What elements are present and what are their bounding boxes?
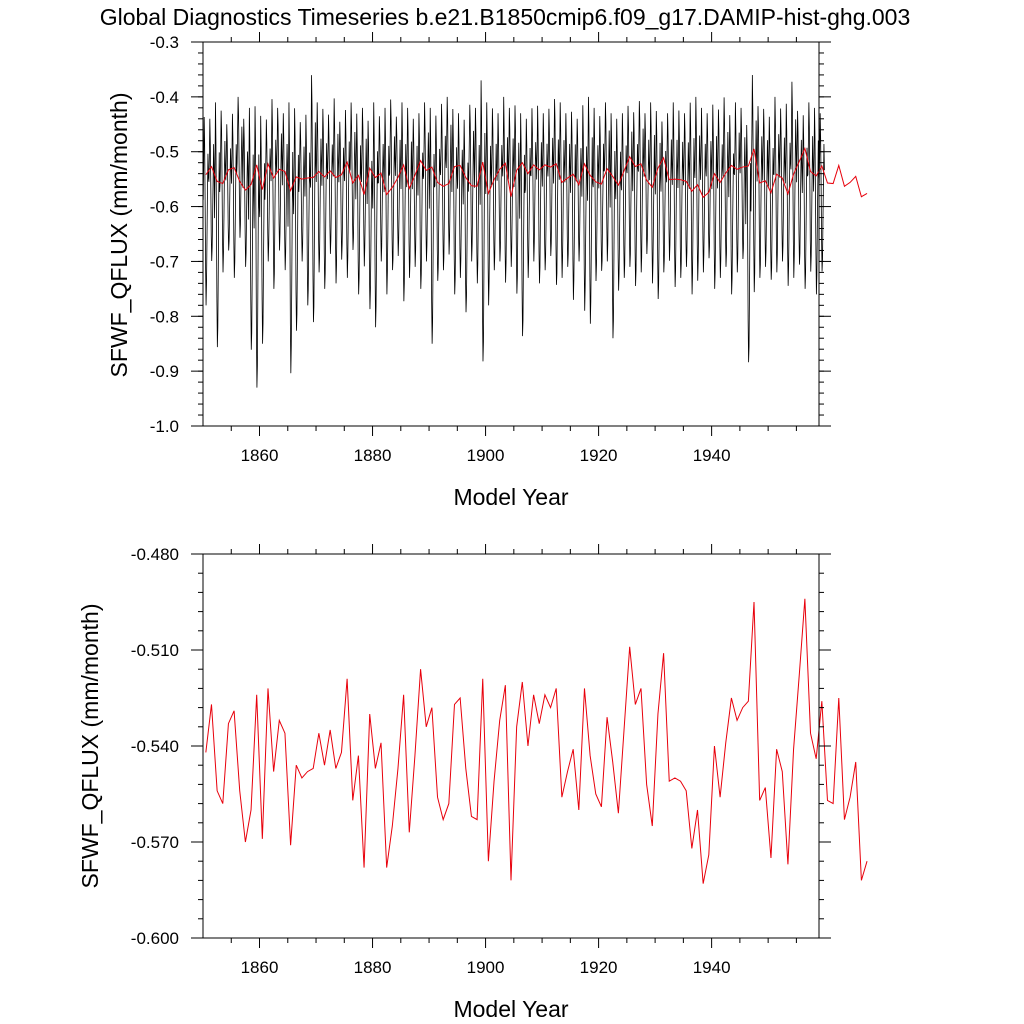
- monthly-series-line: [202, 74, 825, 388]
- x-axis-label: Model Year: [453, 996, 568, 1022]
- x-tick-label: 1900: [467, 446, 505, 465]
- plot-area: [205, 598, 868, 884]
- y-axis-label: SFWF_QFLUX (mm/month): [77, 604, 103, 889]
- axes-frame-rect: [202, 41, 820, 427]
- y-axis-label: SFWF_QFLUX (mm/month): [106, 93, 132, 378]
- axes-frame: 1860 1880 1900 1920 1940 -0.480 -0.510 -0.540 -0…: [131, 544, 831, 977]
- x-tick-label: 1940: [693, 446, 731, 465]
- timeseries-panel-monthly: 1860 1880 1900 1920 1940 -0.3 -0.4 -0.5 -0.6 -0.7…: [106, 32, 868, 510]
- x-tick-label: 1920: [580, 446, 618, 465]
- x-tick-label: 1940: [693, 958, 731, 977]
- x-axis-label: Model Year: [453, 484, 568, 510]
- y-tick-label: -0.7: [150, 252, 179, 271]
- x-tick-label: 1880: [354, 958, 392, 977]
- axes-frame: 1860 1880 1900 1920 1940 -0.3 -0.4 -0.5 -0.6 -0.7…: [150, 32, 831, 465]
- y-tick-label: -0.510: [131, 641, 179, 660]
- x-tick-label: 1920: [580, 958, 618, 977]
- figure-title: Global Diagnostics Timeseries b.e21.B185…: [100, 4, 911, 30]
- x-tick-label: 1860: [241, 446, 279, 465]
- y-tick-label: -0.570: [131, 833, 179, 852]
- x-tick-label: 1900: [467, 958, 505, 977]
- x-tick-label: 1880: [354, 446, 392, 465]
- y-tick-label: -0.5: [150, 143, 179, 162]
- y-tick-label: -0.8: [150, 307, 179, 326]
- y-tick-label: -0.3: [150, 33, 179, 52]
- y-tick-label: -0.6: [150, 198, 179, 217]
- annual-mean-line: [205, 146, 868, 199]
- y-tick-label: -0.540: [131, 737, 179, 756]
- y-tick-label: -0.9: [150, 362, 179, 381]
- y-tick-label: -0.4: [150, 88, 179, 107]
- annual-mean-line: [205, 598, 868, 884]
- y-tick-label: -1.0: [150, 417, 179, 436]
- y-tick-label: -0.600: [131, 929, 179, 948]
- timeseries-panel-annual: 1860 1880 1900 1920 1940 -0.480 -0.510 -0.540 -0…: [77, 544, 868, 1022]
- x-tick-label: 1860: [241, 958, 279, 977]
- plot-area: [202, 74, 868, 388]
- y-tick-label: -0.480: [131, 545, 179, 564]
